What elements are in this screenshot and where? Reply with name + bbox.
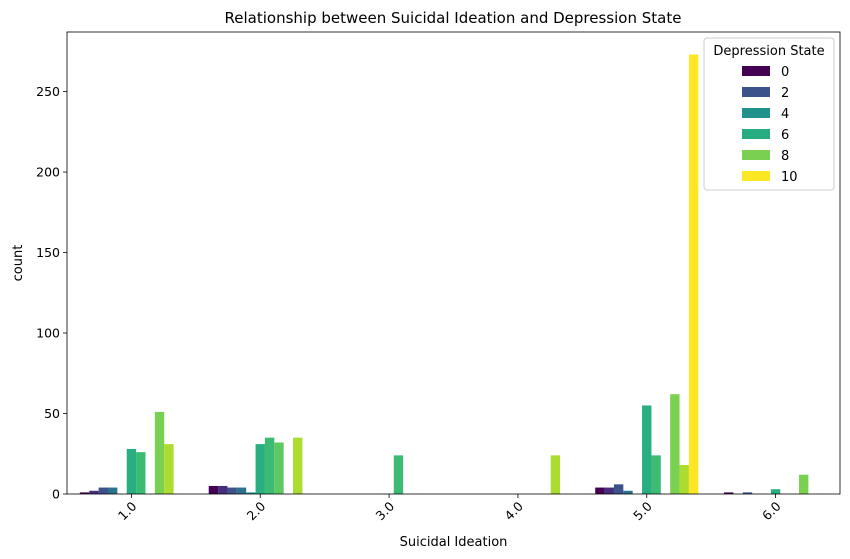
bars — [79, 54, 809, 494]
bar — [799, 474, 809, 494]
legend-swatch — [742, 87, 770, 97]
x-axis: 1.0 2.0 3.0 4.0 5.0 6.0 — [115, 494, 784, 523]
bar — [227, 487, 237, 494]
y-tick-label: 200 — [36, 165, 60, 180]
bar — [136, 452, 146, 494]
y-tick-label: 100 — [36, 326, 60, 341]
legend-label: 4 — [781, 107, 789, 122]
legend-label: 6 — [781, 128, 789, 143]
legend-swatch — [742, 66, 770, 76]
x-tick-label: 5.0 — [630, 498, 655, 523]
bar — [107, 487, 118, 494]
legend-swatch — [742, 171, 770, 181]
y-tick-label: 250 — [36, 84, 60, 99]
legend-label: 0 — [781, 65, 789, 80]
bar — [595, 487, 605, 494]
y-axis-label: count — [11, 245, 26, 282]
bar — [154, 411, 165, 494]
bar — [642, 405, 652, 494]
bar — [651, 455, 661, 494]
bar — [89, 490, 99, 494]
bar — [246, 492, 256, 494]
bar — [724, 492, 734, 494]
bar — [604, 487, 614, 494]
legend-label: 8 — [781, 149, 789, 164]
x-axis-label: Suicidal Ideation — [400, 535, 508, 550]
bar — [79, 492, 90, 494]
y-tick-label: 150 — [36, 245, 60, 260]
x-tick-label: 4.0 — [501, 498, 526, 523]
bar — [126, 448, 137, 494]
bar — [293, 437, 303, 494]
bar — [393, 455, 404, 494]
y-tick-label: 0 — [52, 487, 60, 502]
plot-frame — [66, 31, 841, 495]
bar — [770, 489, 781, 494]
legend-label: 2 — [781, 86, 789, 101]
bar — [218, 485, 228, 494]
legend-label: 10 — [781, 170, 798, 185]
y-axis: 0 50 100 150 200 250 — [36, 84, 67, 502]
legend-swatch — [742, 108, 770, 118]
bar — [742, 492, 753, 494]
x-tick-label: 3.0 — [373, 498, 398, 523]
bar — [264, 437, 275, 494]
bar — [164, 444, 174, 494]
bar — [623, 490, 633, 494]
legend-title: Depression State — [713, 44, 824, 59]
chart-title: Relationship between Suicidal Ideation a… — [225, 9, 682, 27]
legend-swatch — [742, 129, 770, 139]
bar — [208, 485, 219, 494]
bar — [274, 442, 284, 494]
bar — [236, 487, 247, 494]
x-tick-label: 6.0 — [759, 498, 784, 523]
bar — [670, 394, 680, 494]
bar — [255, 444, 265, 494]
bar — [688, 54, 699, 494]
bar — [613, 484, 624, 494]
legend: Depression State 0 2 4 6 8 10 — [703, 37, 835, 191]
x-tick-label: 2.0 — [244, 498, 269, 523]
bar — [550, 455, 561, 494]
x-tick-label: 1.0 — [115, 498, 140, 523]
legend-swatch — [742, 150, 770, 160]
bar — [98, 487, 108, 494]
y-tick-label: 50 — [44, 406, 60, 421]
bar — [679, 465, 689, 494]
